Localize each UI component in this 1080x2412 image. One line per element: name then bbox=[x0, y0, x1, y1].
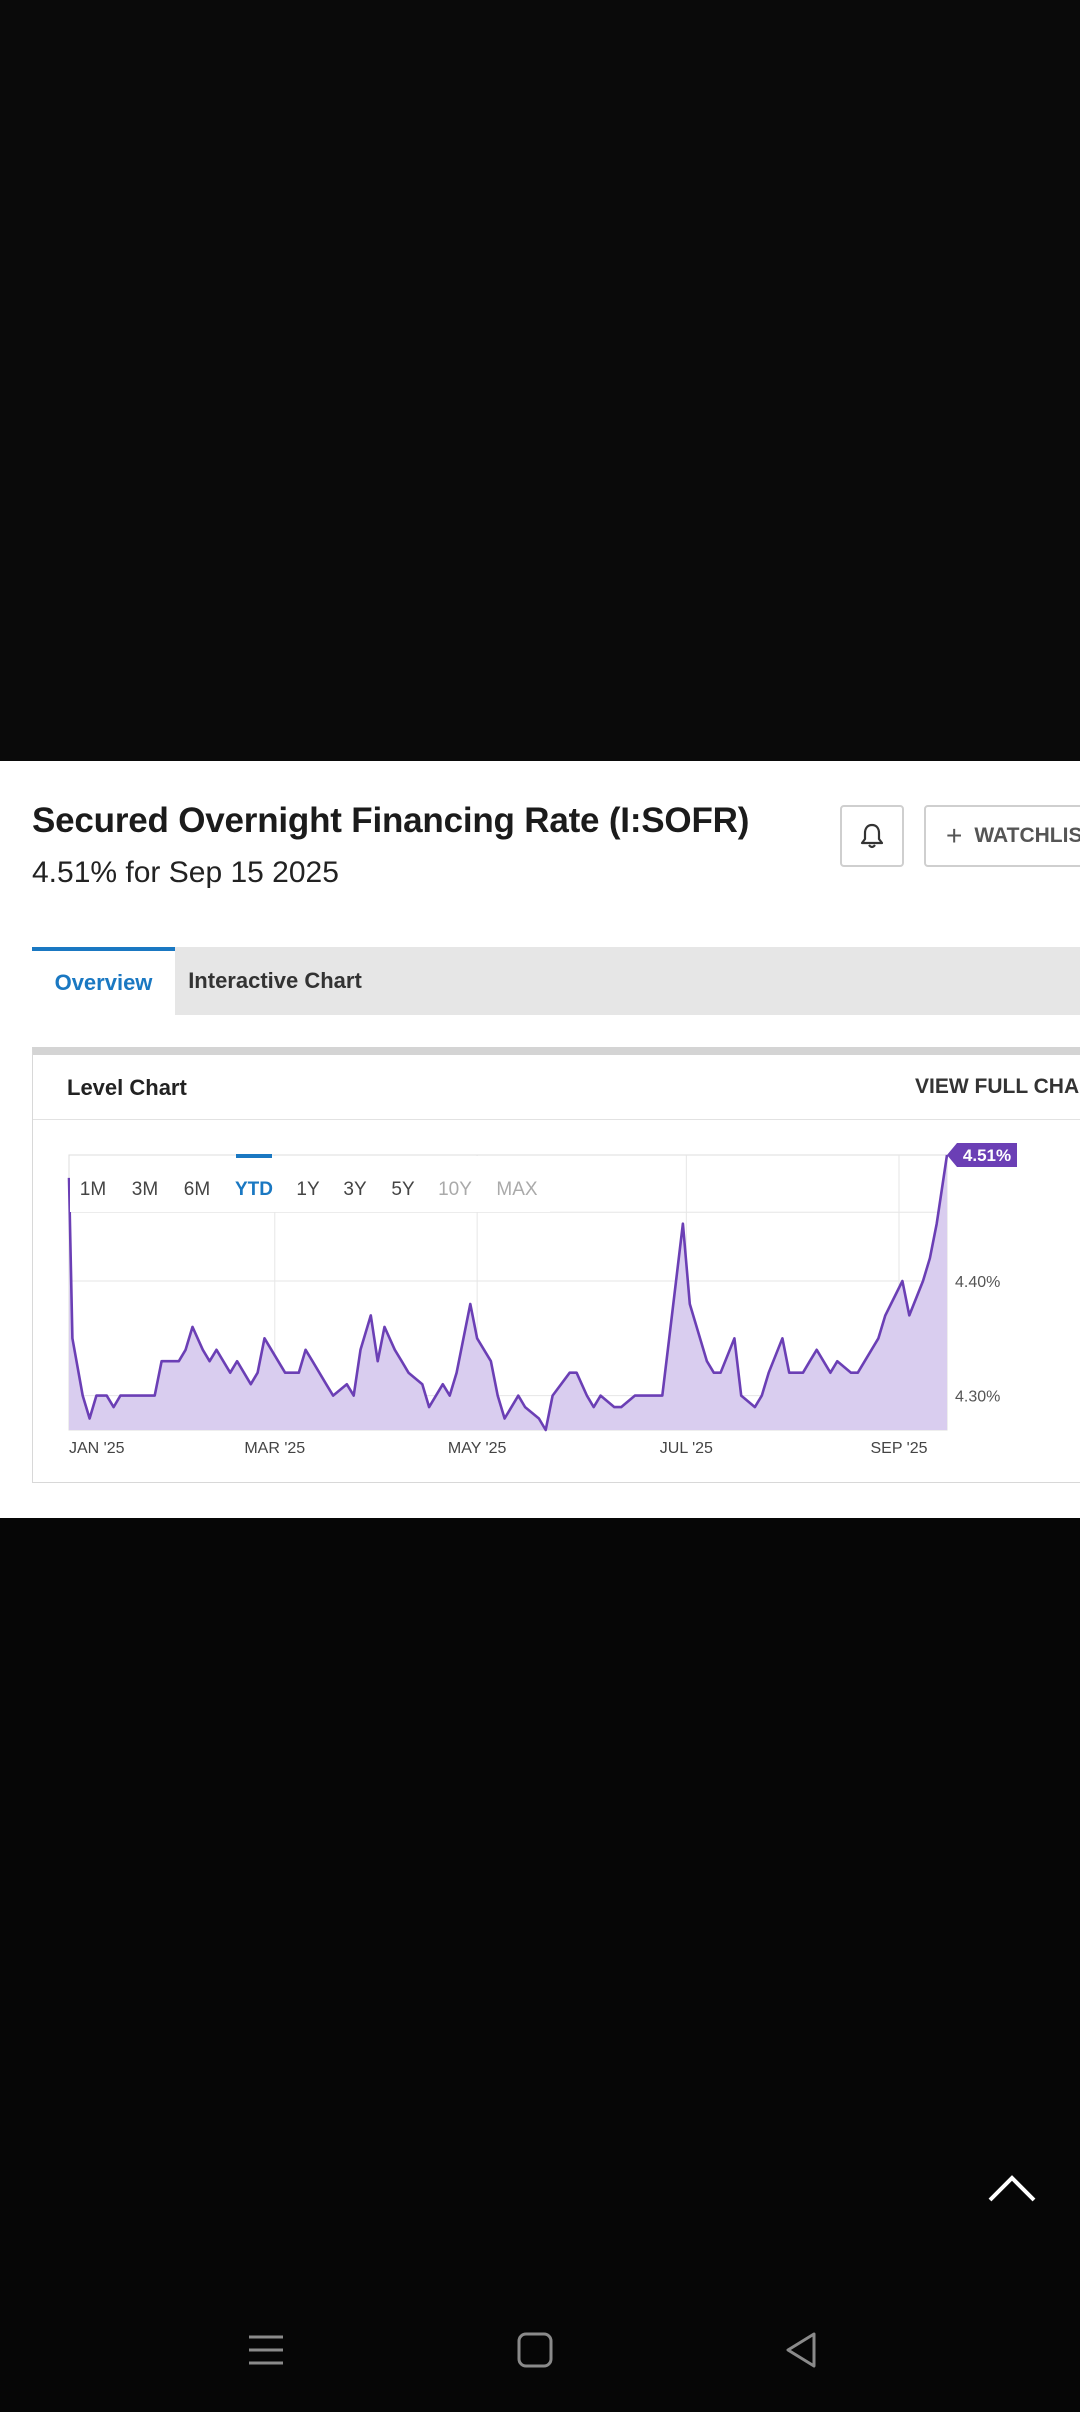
panel-divider bbox=[33, 1119, 1080, 1120]
x-tick-label: MAY '25 bbox=[448, 1440, 507, 1457]
current-value-badge bbox=[947, 1143, 1017, 1167]
system-nav-bar bbox=[0, 2290, 1080, 2412]
range-button-1y[interactable]: 1Y bbox=[296, 1179, 320, 1200]
back-button[interactable] bbox=[771, 2320, 831, 2380]
x-tick-label: MAR '25 bbox=[244, 1440, 305, 1457]
dimmed-background-top bbox=[0, 0, 1080, 761]
tab-overview[interactable]: Overview bbox=[32, 947, 175, 1015]
view-full-chart-link[interactable]: VIEW FULL CHART bbox=[915, 1075, 1080, 1098]
page-subtitle: 4.51% for Sep 15 2025 bbox=[32, 856, 339, 889]
range-button-max[interactable]: MAX bbox=[496, 1179, 538, 1200]
level-chart-title: Level Chart bbox=[67, 1075, 187, 1100]
range-selector-bg bbox=[70, 1156, 550, 1212]
menu-button[interactable] bbox=[236, 2320, 296, 2380]
level-chart: 1M 3M 6M YTD 1Y 3Y 5Y 10Y MAX 4.40% 4.30% JAN '25 MA… bbox=[67, 1143, 1017, 1457]
watchlist-button[interactable]: + WATCHLIST bbox=[924, 805, 1080, 867]
range-button-10y[interactable]: 10Y bbox=[438, 1179, 472, 1200]
series-area bbox=[69, 1155, 947, 1430]
x-tick-label: SEP '25 bbox=[870, 1440, 927, 1457]
tab-interactive-chart[interactable]: Interactive Chart bbox=[188, 968, 362, 993]
watchlist-label: WATCHLIST bbox=[974, 824, 1080, 847]
home-icon bbox=[517, 2332, 553, 2368]
bell-icon bbox=[860, 823, 884, 849]
current-value-label: 4.51% bbox=[963, 1146, 1011, 1165]
range-selected-indicator bbox=[236, 1154, 272, 1158]
x-tick-label: JUL '25 bbox=[660, 1440, 713, 1457]
tab-bar: Overview Interactive Chart bbox=[32, 947, 1080, 1015]
menu-icon bbox=[249, 2335, 283, 2365]
range-button-6m[interactable]: 6M bbox=[184, 1179, 210, 1200]
scroll-top-button[interactable] bbox=[984, 2160, 1040, 2216]
y-tick-label: 4.40% bbox=[955, 1274, 1000, 1291]
range-button-3y[interactable]: 3Y bbox=[343, 1179, 367, 1200]
sofr-card: Secured Overnight Financing Rate (I:SOFR… bbox=[0, 761, 1080, 1518]
level-chart-panel: Level Chart VIEW FULL CHART bbox=[32, 1047, 1080, 1483]
back-icon bbox=[786, 2332, 816, 2368]
range-button-3m[interactable]: 3M bbox=[132, 1179, 158, 1200]
range-button-ytd[interactable]: YTD bbox=[235, 1179, 273, 1200]
range-button-5y[interactable]: 5Y bbox=[391, 1179, 415, 1200]
x-tick-label: JAN '25 bbox=[69, 1440, 125, 1457]
dimmed-background-bottom bbox=[0, 1518, 1080, 2412]
plus-icon: + bbox=[946, 820, 963, 851]
home-button[interactable] bbox=[505, 2320, 565, 2380]
chevron-up-icon bbox=[988, 2175, 1036, 2202]
range-button-1m[interactable]: 1M bbox=[80, 1179, 106, 1200]
y-tick-label: 4.30% bbox=[955, 1389, 1000, 1406]
page-title: Secured Overnight Financing Rate (I:SOFR… bbox=[32, 801, 750, 840]
series-line bbox=[67, 1154, 949, 1432]
alert-button[interactable] bbox=[840, 805, 904, 867]
